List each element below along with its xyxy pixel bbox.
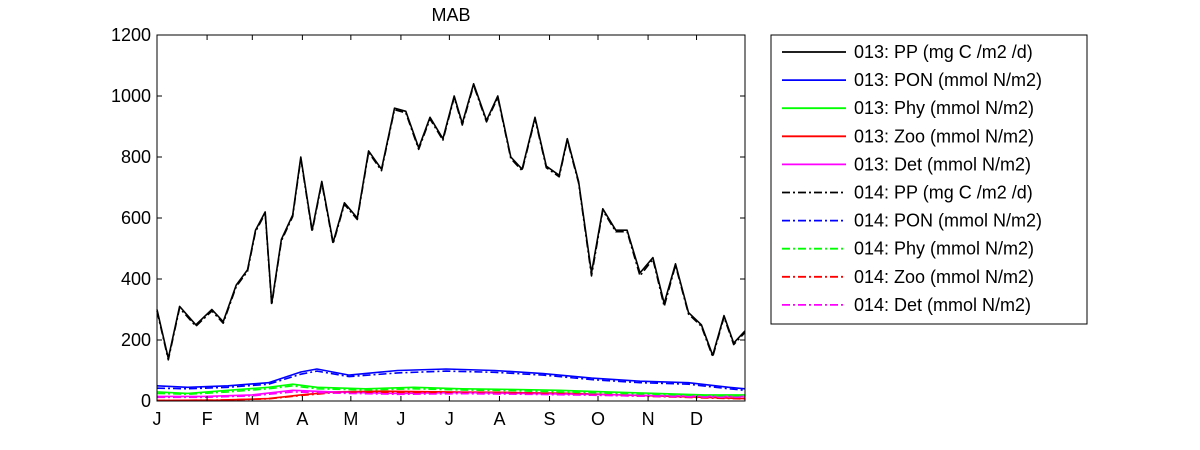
legend-label: 014: Det (mmol N/m2) <box>854 295 1031 315</box>
legend-entry: 013: PP (mg C /m2 /d) <box>782 42 1033 62</box>
series-line-8 <box>156 391 746 402</box>
x-tick-label: J <box>445 409 454 429</box>
y-tick-label: 1200 <box>111 25 151 45</box>
legend-entry: 014: Phy (mmol N/m2) <box>782 239 1034 259</box>
x-tick-label: A <box>296 409 308 429</box>
series-layer <box>156 83 746 402</box>
legend-label: 013: Det (mmol N/m2) <box>854 154 1031 174</box>
y-tick-label: 600 <box>121 208 151 228</box>
x-tick-label: J <box>153 409 162 429</box>
series-line-7 <box>156 384 746 397</box>
y-tick-label: 0 <box>141 391 151 411</box>
legend-entry: 013: Zoo (mmol N/m2) <box>782 126 1034 146</box>
x-tick-label: S <box>544 409 556 429</box>
series-line-5 <box>156 84 746 361</box>
x-tick-label: D <box>690 409 703 429</box>
legend-entry: 013: Det (mmol N/m2) <box>782 154 1031 174</box>
legend-entry: 014: Zoo (mmol N/m2) <box>782 267 1034 287</box>
y-tick-label: 400 <box>121 269 151 289</box>
legend-label: 013: PON (mmol N/m2) <box>854 70 1042 90</box>
series-line-9 <box>157 391 745 399</box>
legend-label: 014: Phy (mmol N/m2) <box>854 239 1034 259</box>
legend-entry: 014: PP (mg C /m2 /d) <box>782 183 1033 203</box>
x-tick-label: O <box>591 409 605 429</box>
x-tick-label: M <box>245 409 260 429</box>
x-tick-label: A <box>493 409 505 429</box>
legend-entries: 013: PP (mg C /m2 /d) 013: PON (mmol N/m2… <box>782 42 1042 315</box>
legend: 013: PP (mg C /m2 /d) 013: PON (mmol N/m2… <box>770 34 1088 325</box>
y-axis: 0 200 400 600 800 1000 1200 <box>111 25 745 411</box>
chart-title: MAB <box>431 5 470 25</box>
legend-label: 014: PON (mmol N/m2) <box>854 211 1042 231</box>
legend-label: 014: Zoo (mmol N/m2) <box>854 267 1034 287</box>
y-tick-label: 800 <box>121 147 151 167</box>
series-line-2 <box>156 383 745 396</box>
y-tick-label: 1000 <box>111 86 151 106</box>
legend-label: 013: Zoo (mmol N/m2) <box>854 126 1034 146</box>
legend-box <box>770 34 1088 325</box>
y-tick-label: 200 <box>121 330 151 350</box>
x-tick-label: F <box>202 409 213 429</box>
legend-label: 014: PP (mg C /m2 /d) <box>854 183 1033 203</box>
series-line-1 <box>156 368 746 390</box>
legend-entry: 013: PON (mmol N/m2) <box>782 70 1042 90</box>
legend-label: 013: PP (mg C /m2 /d) <box>854 42 1033 62</box>
legend-entry: 013: Phy (mmol N/m2) <box>782 98 1034 118</box>
legend-entry: 014: Det (mmol N/m2) <box>782 295 1031 315</box>
x-tick-label: N <box>642 409 655 429</box>
plot-background <box>157 35 745 401</box>
x-tick-label: M <box>343 409 358 429</box>
legend-entry: 014: PON (mmol N/m2) <box>782 211 1042 231</box>
x-tick-label: J <box>396 409 405 429</box>
legend-label: 013: Phy (mmol N/m2) <box>854 98 1034 118</box>
series-line-6 <box>156 370 746 392</box>
